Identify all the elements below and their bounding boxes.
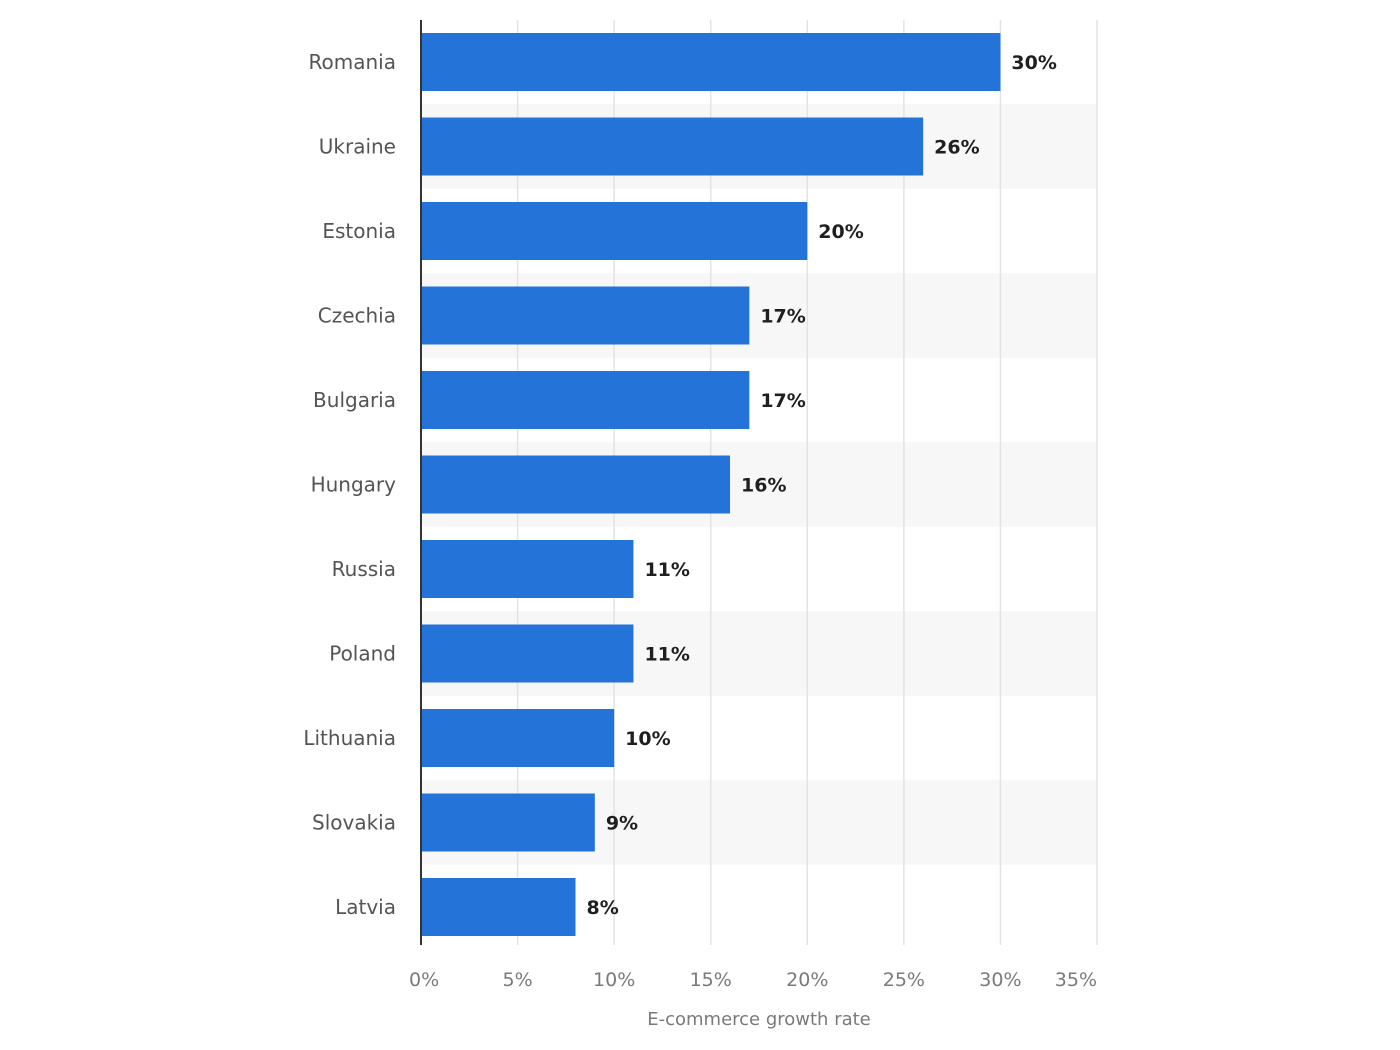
- data-label: 16%: [741, 475, 786, 497]
- category-label: Ukraine: [319, 135, 396, 159]
- data-label: 17%: [760, 390, 805, 412]
- data-label: 30%: [1011, 52, 1056, 74]
- category-label: Czechia: [318, 304, 396, 328]
- bar: [421, 371, 750, 429]
- category-label: Poland: [329, 642, 396, 666]
- x-tick-label: 35%: [1055, 969, 1097, 991]
- bar: [421, 202, 808, 260]
- data-label: 8%: [587, 897, 619, 919]
- category-label: Bulgaria: [313, 388, 396, 412]
- x-tick-label: 10%: [593, 969, 635, 991]
- bar: [421, 709, 615, 767]
- x-axis-title: E-commerce growth rate: [647, 1009, 871, 1030]
- x-tick-label: 15%: [690, 969, 732, 991]
- x-tick-label: 5%: [502, 969, 532, 991]
- x-tick-label: 20%: [786, 969, 828, 991]
- x-tick-label: 25%: [883, 969, 925, 991]
- bar: [421, 793, 595, 852]
- bar: [421, 624, 634, 683]
- bar: [421, 878, 576, 936]
- data-label: 11%: [644, 559, 689, 581]
- bar: [421, 33, 1001, 91]
- category-label: Romania: [309, 50, 396, 74]
- data-label: 17%: [760, 306, 805, 328]
- bar: [421, 117, 924, 176]
- category-label: Estonia: [322, 219, 396, 243]
- category-label: Lithuania: [303, 726, 396, 750]
- category-label: Latvia: [335, 895, 396, 919]
- data-label: 11%: [644, 644, 689, 666]
- x-tick-label: 30%: [979, 969, 1021, 991]
- data-label: 10%: [625, 728, 670, 750]
- bars: [421, 33, 1001, 936]
- category-label: Hungary: [311, 473, 397, 497]
- bar: [421, 540, 634, 598]
- x-tick-labels: 0% 5% 10% 15% 20% 25% 30% 35%: [409, 969, 1097, 991]
- category-label: Russia: [332, 557, 396, 581]
- data-labels: 30% 26% 20% 17% 17% 16% 11% 11% 10% 9% 8%: [587, 52, 1057, 919]
- data-label: 26%: [934, 137, 979, 159]
- bar: [421, 455, 731, 514]
- bar: [421, 286, 750, 345]
- category-label: Slovakia: [312, 811, 396, 835]
- x-tick-label: 0%: [409, 969, 439, 991]
- data-label: 20%: [818, 221, 863, 243]
- data-label: 9%: [606, 813, 638, 835]
- category-labels: Romania Ukraine Estonia Czechia Bulgaria Hung…: [303, 50, 396, 919]
